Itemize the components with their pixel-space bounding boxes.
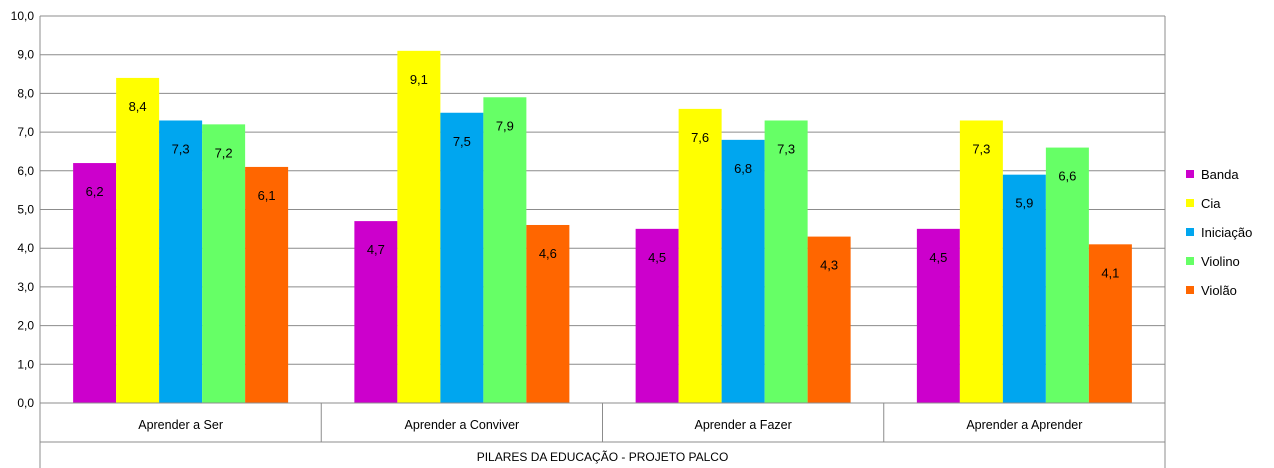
data-labels: 6,2 8,4 7,3 7,2 6,1 4,7 9,1 7,5 7,9 4,6 4,5 7,6 6,8 7…	[86, 72, 1120, 280]
bar-violino	[202, 124, 246, 404]
y-tick-label: 6,0	[17, 164, 34, 178]
legend-swatch	[1186, 199, 1194, 207]
legend-swatch	[1186, 286, 1194, 294]
legend: Banda Cia Iniciação Violino Violão	[1186, 167, 1252, 298]
bar-violino	[483, 97, 527, 404]
y-tick-label: 4,0	[17, 241, 34, 255]
bar-iniciação	[159, 120, 203, 404]
bar-cia	[678, 108, 722, 403]
legend-label: Cia	[1201, 196, 1221, 211]
data-label: 4,6	[539, 246, 557, 261]
y-tick-label: 10,0	[11, 9, 35, 23]
legend-label: Violão	[1201, 283, 1237, 298]
bar-banda	[73, 163, 117, 403]
bar-violino	[764, 120, 808, 404]
y-tick-label: 0,0	[17, 396, 34, 410]
data-label: 7,2	[215, 145, 233, 160]
bar-iniciação	[1002, 174, 1046, 403]
legend-label: Banda	[1201, 167, 1239, 182]
bar-violão	[807, 236, 851, 403]
data-label: 7,9	[496, 118, 514, 133]
legend-swatch	[1186, 170, 1194, 178]
y-tick-label: 9,0	[17, 48, 34, 62]
bar-violão	[245, 166, 289, 403]
legend-swatch	[1186, 257, 1194, 265]
data-label: 6,2	[86, 184, 104, 199]
category-label: Aprender a Ser	[138, 418, 223, 432]
y-tick-label: 2,0	[17, 319, 34, 333]
bar-violão	[526, 224, 570, 403]
data-label: 5,9	[1015, 196, 1033, 211]
y-tick-label: 3,0	[17, 280, 34, 294]
legend-label: Violino	[1201, 254, 1240, 269]
bar-violão	[1088, 244, 1132, 403]
data-label: 6,1	[258, 188, 276, 203]
y-tick-label: 1,0	[17, 357, 34, 371]
data-label: 6,8	[734, 161, 752, 176]
bar-cia	[959, 120, 1003, 404]
data-label: 4,3	[820, 258, 838, 273]
bar-iniciação	[440, 112, 484, 403]
legend-swatch	[1186, 228, 1194, 236]
data-label: 6,6	[1058, 169, 1076, 184]
data-label: 7,3	[972, 141, 990, 156]
data-label: 7,5	[453, 134, 471, 149]
bar-banda	[635, 228, 679, 403]
bars	[73, 50, 1132, 404]
y-axis: 0,0 1,0 2,0 3,0 4,0 5,0 6,0 7,0 8,0 9,0 10,0	[11, 9, 1166, 468]
bar-banda	[354, 221, 398, 403]
data-label: 7,3	[172, 141, 190, 156]
y-tick-label: 7,0	[17, 125, 34, 139]
data-label: 8,4	[129, 99, 147, 114]
legend-label: Iniciação	[1201, 225, 1252, 240]
y-tick-label: 5,0	[17, 203, 34, 217]
bar-banda	[916, 228, 960, 403]
category-label: Aprender a Fazer	[694, 418, 791, 432]
x-axis: Aprender a Ser Aprender a Conviver Aprende…	[40, 402, 1165, 464]
data-label: 9,1	[410, 72, 428, 87]
data-label: 4,7	[367, 242, 385, 257]
bar-violino	[1045, 147, 1089, 403]
data-label: 7,3	[777, 141, 795, 156]
bar-cia	[397, 50, 441, 403]
data-label: 4,5	[648, 250, 666, 265]
category-label: Aprender a Aprender	[966, 418, 1082, 432]
bar-cia	[116, 77, 160, 404]
x-axis-title: PILARES DA EDUCAÇÃO - PROJETO PALCO	[477, 450, 729, 464]
data-label: 4,5	[929, 250, 947, 265]
bar-iniciação	[721, 139, 765, 403]
data-label: 7,6	[691, 130, 709, 145]
data-label: 4,1	[1101, 265, 1119, 280]
y-tick-label: 8,0	[17, 86, 34, 100]
category-label: Aprender a Conviver	[405, 418, 520, 432]
